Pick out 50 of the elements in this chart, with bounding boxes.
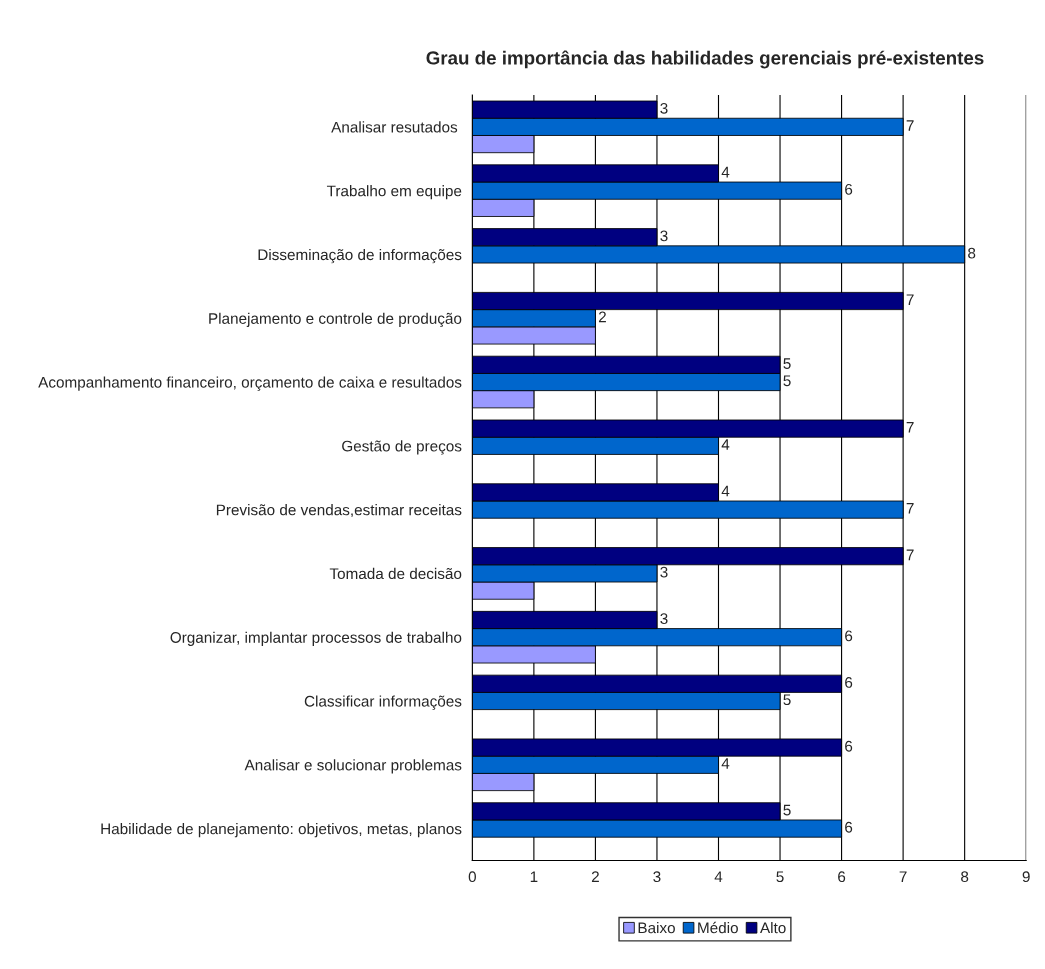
data-label: 5 xyxy=(783,694,791,706)
data-label: 6 xyxy=(845,630,853,642)
x-tick-label: 0 xyxy=(468,871,476,883)
y-tick-label: Classificar informações xyxy=(304,695,462,710)
x-tick-label: 1 xyxy=(530,871,538,882)
data-label: 6 xyxy=(845,677,853,688)
y-tick-label: Analisar resutados xyxy=(331,121,458,133)
data-label: 6 xyxy=(845,740,853,752)
x-tick-label: 7 xyxy=(899,871,907,882)
y-tick-label: Acompanhamento financeiro, orçamento de caixa e resultados xyxy=(38,376,462,391)
data-label: 3 xyxy=(660,613,668,625)
data-label: 4 xyxy=(721,485,730,497)
x-tick-label: 4 xyxy=(714,871,723,882)
data-label: 4 xyxy=(721,166,730,178)
y-tick-label: Disseminação de informações xyxy=(258,248,462,264)
data-label: 7 xyxy=(906,549,914,561)
data-label: 7 xyxy=(906,120,914,131)
legend-label: Alto xyxy=(760,922,786,934)
data-label: 5 xyxy=(783,804,791,816)
legend-label: Médio xyxy=(698,921,738,934)
data-label: 7 xyxy=(906,503,914,514)
data-label: 6 xyxy=(845,183,853,195)
data-label: 4 xyxy=(721,758,730,769)
y-tick-label: Gestão de preços xyxy=(342,440,462,455)
data-label: 4 xyxy=(721,439,730,450)
data-label: 2 xyxy=(598,311,606,323)
data-label: 6 xyxy=(845,821,853,833)
data-label: 7 xyxy=(906,422,914,433)
data-label: 5 xyxy=(783,375,791,387)
x-tick-label: 3 xyxy=(653,871,661,883)
y-tick-label: Planejamento e controle de produção xyxy=(209,312,462,328)
x-tick-label: 9 xyxy=(1022,871,1030,883)
y-tick-label: Trabalho em equipe xyxy=(326,185,462,200)
x-tick-label: 6 xyxy=(838,871,846,883)
data-label: 8 xyxy=(968,247,976,259)
y-tick-label: Tomada de decisão xyxy=(329,567,462,580)
data-label: 3 xyxy=(660,566,668,578)
data-label: 3 xyxy=(660,102,668,114)
legend-label: Baixo xyxy=(638,922,675,934)
x-tick-label: 5 xyxy=(776,871,784,883)
data-label: 3 xyxy=(660,230,668,242)
y-tick-label: Habilidade de planejamento: objetivos, metas, planos xyxy=(101,823,462,838)
y-tick-label: Organizar, implantar processos de trabalho xyxy=(170,631,462,646)
data-label: 7 xyxy=(906,294,914,305)
chart-title: Grau de importância das habilidades gerenciais pré-existentes xyxy=(426,50,984,69)
x-tick-label: 8 xyxy=(961,871,969,883)
y-tick-label: Previsão de vendas,estimar receitas xyxy=(216,504,462,518)
y-tick-label: Analisar e solucionar problemas xyxy=(244,759,462,774)
data-label: 5 xyxy=(783,358,791,369)
x-tick-label: 2 xyxy=(591,871,599,882)
